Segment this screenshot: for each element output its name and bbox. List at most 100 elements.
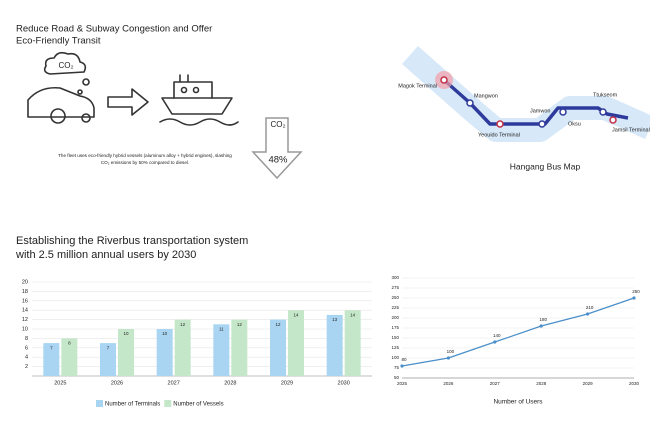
line xyxy=(401,297,635,367)
point xyxy=(586,312,590,316)
bar xyxy=(156,329,173,376)
x-tick-label: 2026 xyxy=(111,380,123,386)
bar-value-label: 10 xyxy=(162,331,168,336)
co2-arrow-label: CO₂ xyxy=(270,120,285,129)
x-tick-label: 2030 xyxy=(629,381,640,386)
point-label: 250 xyxy=(632,289,640,294)
point xyxy=(400,364,404,368)
point-label: 80 xyxy=(401,357,407,362)
x-tick-label: 2028 xyxy=(224,380,236,386)
x-tick-label: 2025 xyxy=(54,380,66,386)
bar xyxy=(174,319,191,376)
station-label: Jamwon xyxy=(530,108,550,114)
bar xyxy=(326,314,343,376)
y-tick-label: 20 xyxy=(22,279,28,285)
river xyxy=(402,46,650,142)
eco-title: Reduce Road & Subway Congestion and Offe… xyxy=(16,24,212,35)
station xyxy=(559,108,567,116)
y-tick-label: 175 xyxy=(391,325,399,330)
bar-value-label: 7 xyxy=(50,345,53,350)
station xyxy=(466,99,474,107)
point xyxy=(632,296,636,300)
point xyxy=(446,356,450,360)
x-tick-label: 2029 xyxy=(281,380,293,386)
y-tick-label: 300 xyxy=(391,275,399,280)
bar xyxy=(344,310,361,376)
legend-label: Number of Terminals xyxy=(105,402,160,408)
y-tick-label: 125 xyxy=(391,345,399,350)
y-tick-label: 12 xyxy=(22,317,28,323)
ship-icon xyxy=(159,74,239,126)
point-label: 180 xyxy=(539,317,547,322)
point-label: 210 xyxy=(586,305,594,310)
y-tick-label: 50 xyxy=(394,375,400,380)
bar-value-label: 10 xyxy=(123,331,129,336)
x-tick-label: 2027 xyxy=(490,381,501,386)
legend-swatch xyxy=(96,400,103,407)
x-tick-label: 2028 xyxy=(536,381,547,386)
station xyxy=(496,120,504,128)
x-tick-label: 2025 xyxy=(397,381,408,386)
station xyxy=(609,116,617,124)
bar-value-label: 8 xyxy=(68,341,71,346)
y-tick-label: 275 xyxy=(391,285,399,290)
arrow-icon xyxy=(107,88,149,116)
reduction-arrow xyxy=(251,117,303,180)
station xyxy=(538,120,546,128)
y-tick-label: 75 xyxy=(394,365,400,370)
bar-value-label: 14 xyxy=(293,312,299,317)
goal-title: Establishing the Riverbus transportation… xyxy=(16,235,248,247)
station-label: Jamsil Terminal xyxy=(612,127,650,133)
point-label: 100 xyxy=(447,349,455,354)
y-tick-label: 200 xyxy=(391,315,399,320)
x-tick-label: 2027 xyxy=(168,380,180,386)
bar xyxy=(43,343,60,376)
point-label: 140 xyxy=(493,333,501,338)
y-tick-label: 4 xyxy=(25,355,28,361)
bar-value-label: 11 xyxy=(219,326,224,331)
bar-value-label: 13 xyxy=(332,317,338,322)
point xyxy=(539,324,543,328)
legend-label: Number of Vessels xyxy=(173,402,223,408)
y-tick-label: 6 xyxy=(25,345,28,351)
x-tick-label: 2030 xyxy=(338,380,350,386)
reduction-label: 48% xyxy=(268,155,288,166)
y-tick-label: 10 xyxy=(22,326,28,332)
y-tick-label: 2 xyxy=(25,364,28,370)
y-tick-label: 250 xyxy=(391,295,399,300)
bar xyxy=(100,343,116,376)
car-icon xyxy=(27,51,95,124)
goal-title: with 2.5 million annual users by 2030 xyxy=(15,249,196,261)
bar-value-label: 7 xyxy=(107,345,110,350)
bar xyxy=(270,319,286,376)
station-label: Magok Terminal xyxy=(398,83,437,89)
y-tick-label: 16 xyxy=(22,298,28,304)
bar-value-label: 12 xyxy=(275,322,281,327)
legend-swatch xyxy=(164,400,172,407)
bar-value-label: 14 xyxy=(350,312,356,317)
point xyxy=(493,340,497,344)
bar xyxy=(213,324,230,376)
eco-description: CO₂ emissions by 50% compared to diesel. xyxy=(101,160,189,165)
station xyxy=(599,108,607,116)
station-label: Mangwon xyxy=(474,93,498,99)
eco-description: The fleet uses eco-friendly hybrid vesse… xyxy=(58,153,232,158)
eco-title: Eco-Friendly Transit xyxy=(16,36,101,47)
bar-value-label: 12 xyxy=(237,322,243,327)
bar-value-label: 12 xyxy=(180,322,186,327)
bar xyxy=(61,338,78,376)
station-label: Oksu xyxy=(568,121,581,127)
y-tick-label: 14 xyxy=(22,308,28,314)
y-tick-label: 8 xyxy=(25,336,28,342)
x-tick-label: 2029 xyxy=(583,381,594,386)
bar xyxy=(118,329,134,376)
map-caption: Hangang Bus Map xyxy=(510,161,581,171)
y-tick-label: 150 xyxy=(391,335,399,340)
station-label: Ttukseom xyxy=(593,92,618,98)
co2-cloud-label: CO₂ xyxy=(58,61,73,70)
station xyxy=(440,76,448,84)
y-tick-label: 18 xyxy=(22,289,28,295)
x-tick-label: 2026 xyxy=(443,381,454,386)
y-tick-label: 100 xyxy=(391,355,399,360)
